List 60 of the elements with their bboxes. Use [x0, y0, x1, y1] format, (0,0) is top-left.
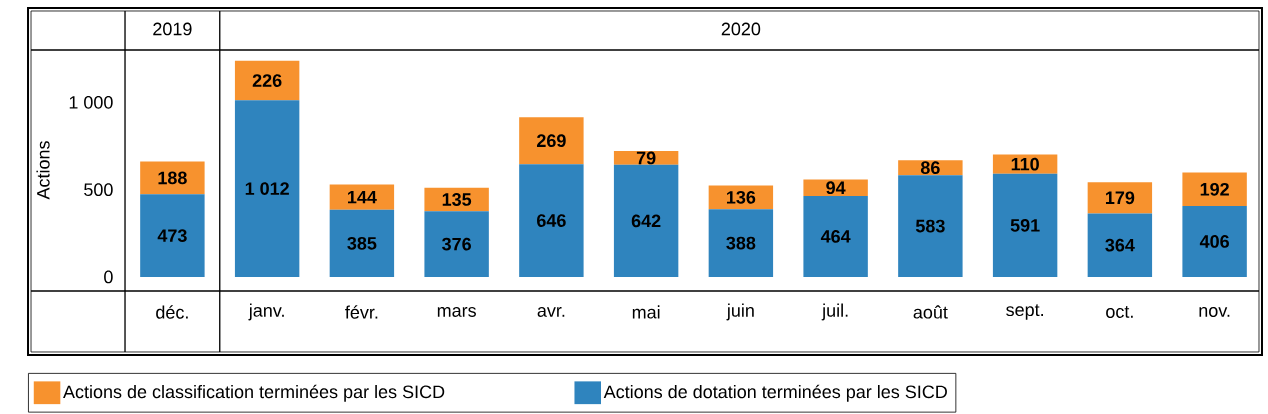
data-label: 388	[726, 236, 756, 250]
y-tick-label: 1 000	[69, 95, 113, 109]
data-label: 226	[252, 74, 282, 87]
y-tick-label: 500	[84, 183, 113, 197]
bar	[1182, 206, 1247, 277]
x-tick-label: sept.	[1006, 304, 1043, 320]
data-label: 269	[536, 134, 566, 148]
data-label: 179	[1105, 191, 1135, 205]
x-tick-label: nov.	[1199, 307, 1230, 317]
x-tick-label: déc.	[156, 305, 188, 319]
bar	[1182, 172, 1247, 207]
bar	[898, 175, 963, 277]
data-label: 364	[1105, 238, 1135, 252]
bar	[803, 195, 868, 277]
data-label: 94	[826, 181, 846, 195]
data-label: 135	[442, 193, 472, 206]
data-label: 464	[820, 230, 851, 243]
text: 2020	[721, 22, 761, 36]
data-label: 376	[442, 237, 471, 251]
data-label: 642	[631, 214, 661, 228]
text: 2019	[153, 22, 192, 36]
data-label: 110	[1011, 157, 1039, 171]
bar	[992, 173, 1058, 277]
x-tick-label: août	[913, 305, 948, 319]
data-label: 406	[1199, 235, 1229, 248]
legend-label: Actions de dotation terminées par les SICD	[603, 384, 947, 402]
bar	[519, 117, 584, 165]
bar	[1087, 213, 1153, 277]
data-label: 79	[636, 151, 656, 165]
data-label: 646	[537, 214, 566, 227]
data-label: 144	[348, 190, 377, 204]
data-label: 86	[920, 161, 940, 175]
data-label: 1 012	[245, 182, 289, 195]
data-label: 591	[1010, 218, 1040, 232]
bar	[234, 100, 300, 277]
data-label: 188	[158, 171, 187, 185]
x-tick-label: avr.	[537, 307, 565, 317]
x-tick-label: juil.	[821, 303, 848, 321]
bar	[613, 164, 679, 277]
data-label: 192	[1200, 182, 1229, 196]
legend-label: Actions de classification terminées par les SICD	[63, 384, 445, 402]
x-tick-label: févr.	[345, 305, 378, 319]
x-tick-label: janv.	[248, 303, 284, 321]
bar	[1087, 182, 1153, 214]
data-label: 583	[915, 219, 945, 233]
bar	[424, 211, 489, 277]
y-axis-title: Actions	[36, 141, 50, 200]
data-label: 473	[157, 229, 187, 243]
bar	[234, 60, 300, 101]
bar	[140, 194, 205, 277]
bar	[329, 209, 395, 277]
data-label: 385	[347, 236, 377, 250]
y-tick-label: 0	[104, 270, 113, 284]
x-tick-label: oct.	[1106, 306, 1133, 318]
x-tick-label: mars	[437, 307, 476, 317]
data-label: 136	[726, 190, 756, 204]
bar	[708, 209, 774, 277]
bar	[519, 164, 584, 277]
x-tick-label: juin	[726, 303, 754, 321]
x-tick-label: mai	[632, 305, 660, 319]
